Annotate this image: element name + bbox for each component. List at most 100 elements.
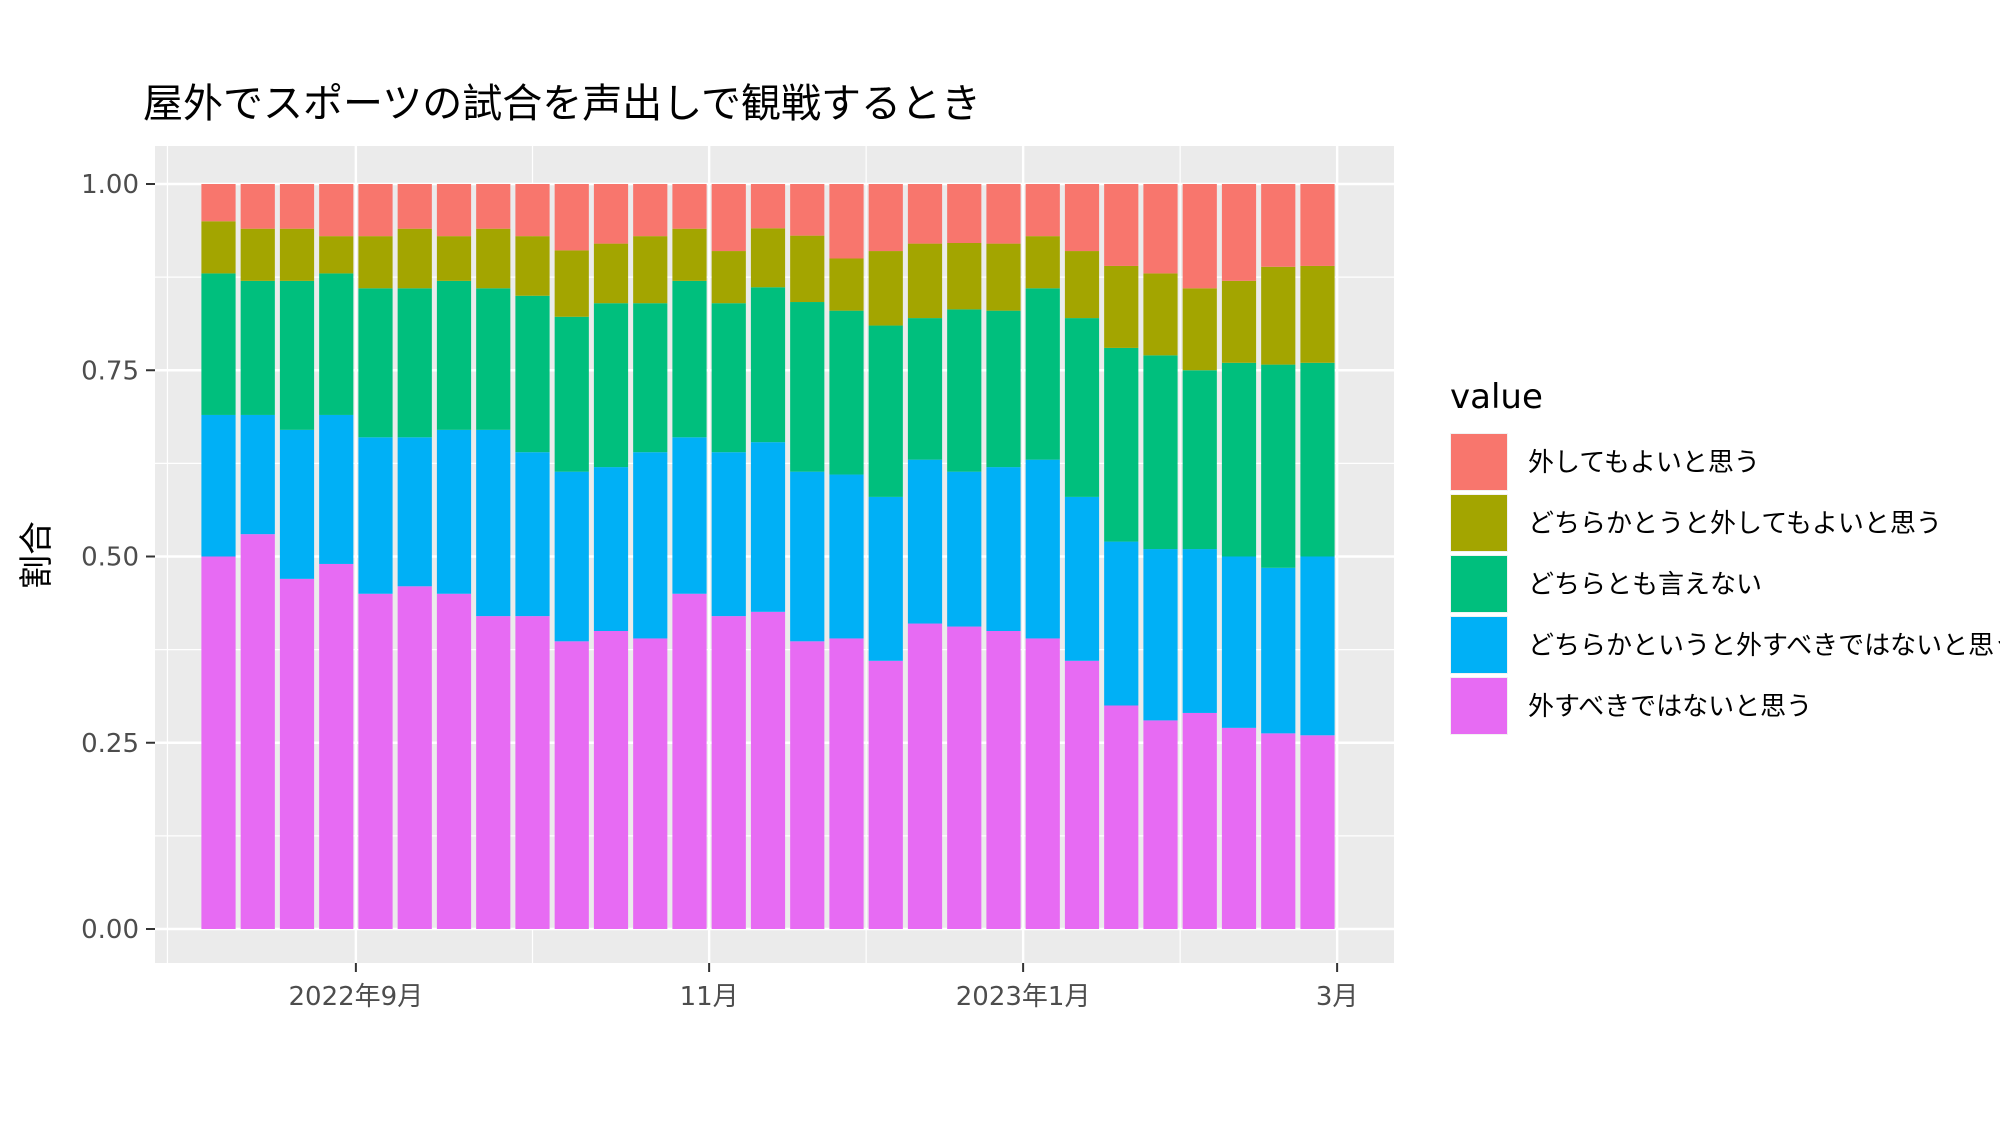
bar-segment-s0-b10 (593, 631, 629, 929)
bar-segment-s2-b27 (1261, 364, 1296, 568)
x-tick-label: 2023年1月 (956, 982, 1091, 1012)
legend-label-0: 外してもよいと思う (1528, 448, 1760, 478)
bar-segment-s2-b14 (750, 287, 786, 443)
bar-segment-s2-b19 (947, 309, 982, 472)
bar-segment-s3-b21 (1025, 236, 1060, 289)
bar-segment-s0-b13 (711, 616, 746, 929)
bar-segment-s1-b9 (554, 471, 589, 642)
bar-segment-s4-b19 (947, 184, 982, 244)
bar-segment-s4-b13 (711, 184, 746, 252)
bar-segment-s3-b27 (1261, 266, 1296, 365)
bar-segment-s3-b17 (868, 251, 903, 326)
bar-segment-s0-b20 (986, 631, 1021, 929)
bar-segment-s4-b16 (829, 184, 864, 259)
bar-segment-s2-b7 (476, 288, 511, 430)
bar-segment-s4-b17 (868, 184, 903, 252)
bar-segment-s2-b20 (986, 310, 1021, 468)
bar-segment-s3-b18 (907, 243, 943, 319)
bar-segment-s4-b5 (397, 184, 432, 229)
bar-segment-s2-b15 (790, 302, 825, 472)
bar-segment-s2-b0 (201, 273, 236, 415)
bar-segment-s0-b16 (829, 638, 864, 929)
bar-segment-s1-b22 (1064, 496, 1100, 661)
bar-segment-s1-b24 (1143, 549, 1178, 721)
legend-key-2 (1451, 556, 1507, 612)
bar-segment-s3-b11 (633, 236, 668, 304)
chart-title: 屋外でスポーツの試合を声出しで観戦するとき (143, 81, 981, 127)
bar-segment-s4-b15 (790, 184, 825, 236)
bar-segment-s0-b4 (358, 593, 393, 929)
bar-segment-s0-b22 (1064, 660, 1100, 929)
bar-segment-s1-b8 (515, 452, 550, 617)
bar-segment-s4-b10 (593, 184, 629, 244)
bar-segment-s3-b4 (358, 236, 393, 289)
y-tick-label: 0.25 (81, 729, 139, 759)
bar-segment-s1-b14 (750, 442, 786, 612)
bar-segment-s4-b18 (907, 184, 943, 244)
bar-segment-s2-b23 (1104, 347, 1139, 542)
bar-segment-s2-b26 (1221, 362, 1257, 557)
bar-segment-s0-b27 (1261, 733, 1296, 929)
bar-segment-s2-b21 (1025, 288, 1060, 460)
bar-segment-s2-b28 (1300, 362, 1335, 557)
y-tick-label: 1.00 (81, 170, 139, 200)
bar-segment-s1-b21 (1025, 459, 1060, 639)
legend-key-3 (1451, 617, 1507, 673)
bar-segment-s1-b7 (476, 429, 511, 617)
bar-segment-s4-b4 (358, 184, 393, 237)
bar-segment-s4-b11 (633, 184, 668, 237)
legend-key-0 (1451, 434, 1507, 490)
bar-segment-s0-b25 (1182, 712, 1217, 929)
bar-segment-s0-b11 (633, 638, 668, 929)
bar-segment-s4-b20 (986, 184, 1021, 244)
bar-segment-s2-b22 (1064, 318, 1100, 497)
bar-segment-s3-b20 (986, 243, 1021, 311)
x-tick-label: 3月 (1316, 982, 1359, 1012)
bar-segment-s4-b1 (240, 184, 275, 229)
bar-segment-s3-b7 (476, 228, 511, 289)
bar-segment-s2-b8 (515, 295, 550, 453)
bar-segment-s0-b7 (476, 616, 511, 929)
bar-segment-s1-b27 (1261, 567, 1296, 734)
bar-segment-s4-b9 (554, 184, 589, 251)
bar-segment-s3-b2 (279, 228, 315, 281)
bar-segment-s1-b23 (1104, 541, 1139, 706)
bar-segment-s4-b25 (1182, 184, 1217, 289)
bar-segment-s0-b26 (1221, 727, 1257, 929)
bar-segment-s4-b26 (1221, 184, 1257, 281)
bar-segment-s0-b19 (947, 626, 982, 929)
bar-segment-s3-b24 (1143, 273, 1178, 356)
bar-segment-s2-b16 (829, 310, 864, 475)
legend-label-4: 外すべきではないと思う (1528, 692, 1812, 722)
bar-segment-s4-b3 (319, 184, 354, 237)
bar-segment-s3-b0 (201, 221, 236, 274)
bar-segment-s0-b0 (201, 556, 236, 929)
bar-segment-s2-b5 (397, 288, 432, 438)
legend-key-1 (1451, 495, 1507, 551)
bar-segment-s2-b11 (633, 303, 668, 453)
x-tick-label: 11月 (680, 982, 739, 1012)
bar-segment-s4-b22 (1064, 184, 1100, 252)
bar-segment-s2-b13 (711, 303, 746, 453)
bar-segment-s4-b21 (1025, 184, 1060, 237)
bar-segment-s4-b28 (1300, 184, 1335, 266)
bar-segment-s4-b12 (672, 184, 707, 229)
bar-segment-s2-b9 (554, 316, 589, 472)
bar-segment-s1-b25 (1182, 549, 1217, 713)
bar-segment-s1-b2 (279, 429, 315, 579)
legend-title: value (1450, 377, 1543, 417)
bar-segment-s0-b9 (554, 641, 589, 929)
legend-label-2: どちらとも言えない (1528, 570, 1762, 600)
bar-segment-s3-b1 (240, 228, 275, 281)
bar-segment-s1-b12 (672, 437, 707, 594)
bar-segment-s0-b1 (240, 534, 275, 929)
legend-label-1: どちらかとうと外してもよいと思う (1528, 509, 1942, 539)
bar-segment-s0-b15 (790, 641, 825, 929)
bar-segment-s1-b3 (319, 414, 354, 564)
bar-segment-s2-b3 (319, 273, 354, 415)
bar-segment-s1-b0 (201, 414, 236, 557)
bar-segment-s0-b12 (672, 593, 707, 929)
bar-segment-s0-b2 (279, 578, 315, 929)
bar-segment-s3-b5 (397, 228, 432, 289)
